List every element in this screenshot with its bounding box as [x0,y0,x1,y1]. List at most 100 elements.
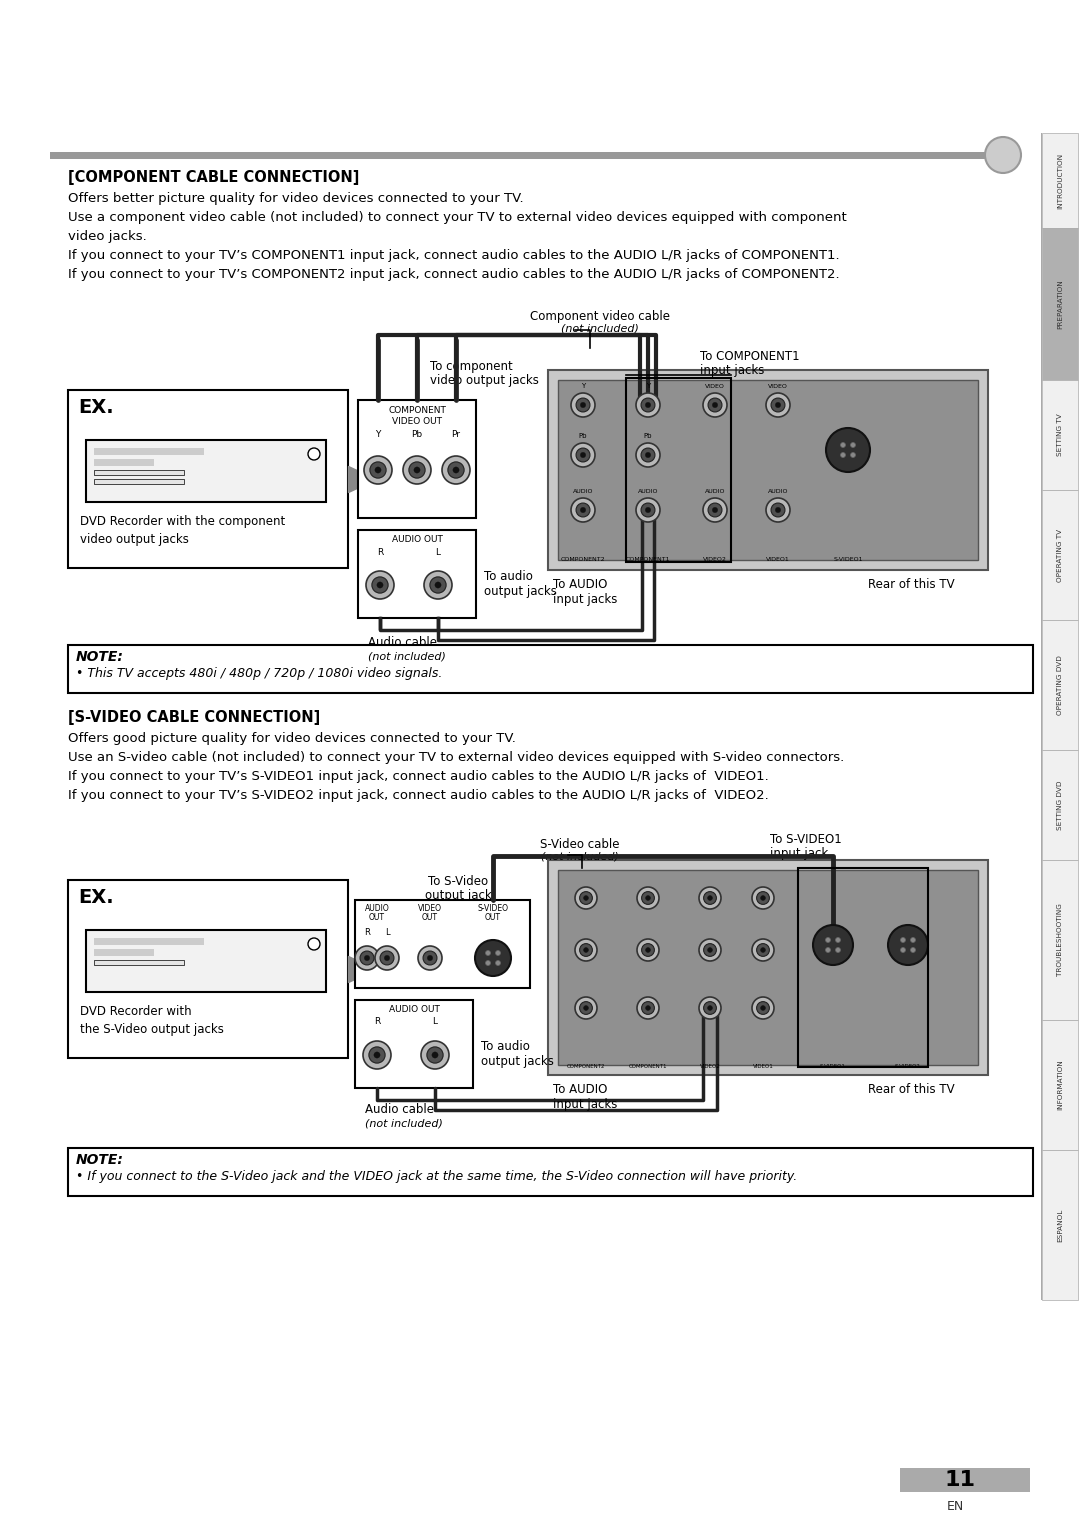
Circle shape [432,1051,438,1057]
Text: Rear of this TV: Rear of this TV [868,578,955,591]
Circle shape [418,946,442,970]
Circle shape [760,947,766,952]
Text: If you connect to your TV’s COMPONENT1 input jack, connect audio cables to the A: If you connect to your TV’s COMPONENT1 i… [68,249,839,261]
Text: EX.: EX. [78,397,113,417]
Circle shape [851,452,855,457]
Bar [900,1468,1030,1491]
Circle shape [901,938,905,943]
Circle shape [427,1047,443,1063]
Circle shape [636,498,660,523]
Text: VIDEO: VIDEO [705,384,725,390]
Text: PREPARATION: PREPARATION [1057,280,1063,329]
Circle shape [642,944,654,957]
Text: AUDIO: AUDIO [572,489,593,494]
Bar [357,400,476,518]
Text: R: R [364,927,370,937]
Text: S-VIDEO1: S-VIDEO1 [820,1063,846,1070]
Circle shape [384,955,390,961]
Text: Pr: Pr [451,429,460,439]
Bar [1042,133,1078,228]
Text: INTRODUCTION: INTRODUCTION [1057,153,1063,208]
Circle shape [428,955,433,961]
Bar [94,448,204,455]
Text: Audio cable: Audio cable [368,636,437,649]
Circle shape [910,947,916,952]
Text: OUT: OUT [369,914,384,921]
Text: Component video cable: Component video cable [530,310,670,322]
Circle shape [363,1041,391,1070]
Text: ESPANOL: ESPANOL [1057,1209,1063,1242]
Circle shape [840,443,846,448]
Text: To audio: To audio [481,1041,530,1053]
Circle shape [421,1041,449,1070]
Text: To AUDIO: To AUDIO [553,578,607,591]
Bar [355,900,530,989]
Circle shape [636,393,660,417]
Text: Pb: Pb [579,432,588,439]
Circle shape [760,895,766,900]
Text: EN: EN [946,1500,963,1513]
Circle shape [642,448,654,461]
Bar [1042,750,1078,860]
Text: S-VIDEO1: S-VIDEO1 [834,558,863,562]
Circle shape [409,461,426,478]
Text: Y: Y [376,429,380,439]
Text: AUDIO OUT: AUDIO OUT [392,535,443,544]
Text: • If you connect to the S-Video jack and the VIDEO jack at the same time, the S-: • If you connect to the S-Video jack and… [76,1170,797,1183]
Text: DVD Recorder with the component: DVD Recorder with the component [80,515,285,529]
Circle shape [308,938,320,950]
Circle shape [707,947,713,952]
Circle shape [707,1005,713,1010]
Circle shape [424,571,453,599]
Text: VIDEO2: VIDEO2 [700,1063,720,1070]
Text: L: L [384,927,389,937]
Circle shape [704,1002,716,1015]
Circle shape [703,498,727,523]
Bar [1042,228,1078,380]
Text: INFORMATION: INFORMATION [1057,1059,1063,1111]
Text: EX.: EX. [78,888,113,908]
Circle shape [580,1002,593,1015]
Circle shape [403,455,431,484]
Text: input jacks: input jacks [553,593,618,607]
Circle shape [430,578,446,593]
Text: OPERATING TV: OPERATING TV [1057,529,1063,582]
Circle shape [360,950,374,966]
Circle shape [576,448,590,461]
Text: Offers good picture quality for video devices connected to your TV.: Offers good picture quality for video de… [68,732,516,746]
Text: • This TV accepts 480i / 480p / 720p / 1080i video signals.: • This TV accepts 480i / 480p / 720p / 1… [76,668,443,680]
Circle shape [364,455,392,484]
Text: 11: 11 [945,1470,975,1490]
Circle shape [637,886,659,909]
Text: Use an S-video cable (not included) to connect your TV to external video devices: Use an S-video cable (not included) to c… [68,750,845,764]
Circle shape [766,498,789,523]
Circle shape [576,397,590,413]
Text: COMPONENT: COMPONENT [388,406,446,416]
Circle shape [699,886,721,909]
Circle shape [910,938,916,943]
Bar [355,999,473,1088]
Bar [1042,1151,1078,1300]
Text: To COMPONENT1: To COMPONENT1 [700,350,799,364]
Circle shape [699,940,721,961]
Text: DVD Recorder with: DVD Recorder with [80,1005,191,1018]
Circle shape [771,397,785,413]
Circle shape [836,947,840,952]
Bar [1042,860,1078,1021]
Bar [626,377,731,562]
Text: R: R [374,1018,380,1025]
Circle shape [308,448,320,460]
Text: Audio cable: Audio cable [365,1103,434,1115]
Circle shape [580,892,593,905]
Text: TROUBLESHOOTING: TROUBLESHOOTING [1057,903,1063,976]
Text: AUDIO: AUDIO [768,489,788,494]
Text: output jacks: output jacks [484,585,557,597]
Circle shape [375,468,381,474]
Bar [548,860,988,1076]
Text: S-VIDEO: S-VIDEO [477,905,509,914]
Circle shape [637,940,659,961]
Text: COMPONENT2: COMPONENT2 [567,1063,605,1070]
Bar [68,390,348,568]
Circle shape [713,402,717,408]
Bar [798,868,928,1067]
